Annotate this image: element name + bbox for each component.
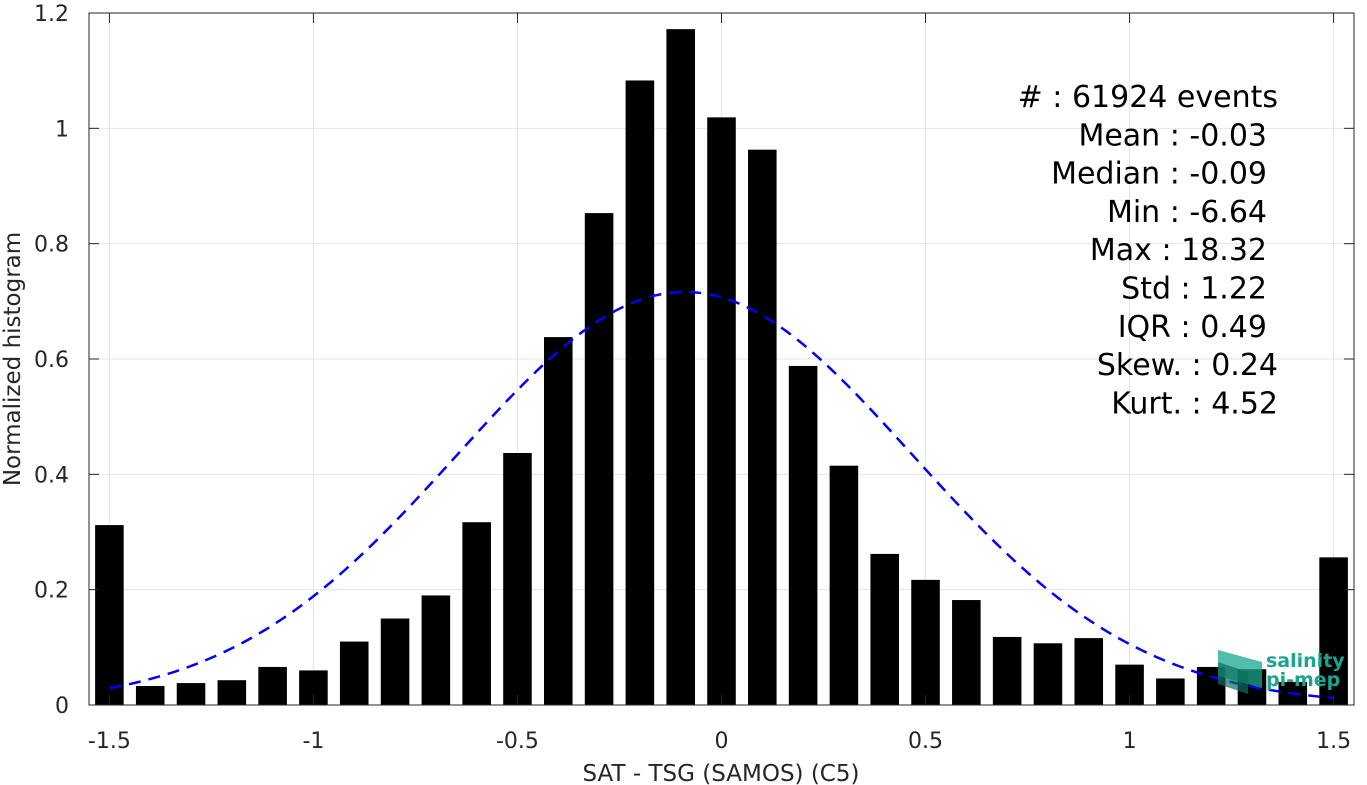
histogram-bar-13 xyxy=(625,80,655,706)
histogram-bar-12 xyxy=(584,213,614,705)
stat-line-2: Median : -0.09 xyxy=(1051,157,1267,192)
histogram-bar-22 xyxy=(992,636,1022,705)
histogram-bar-19 xyxy=(870,553,900,705)
x-tick-label: -0.5 xyxy=(496,729,539,754)
logo-mark-icon-front xyxy=(1218,662,1248,694)
histogram-bar-6 xyxy=(339,641,369,705)
stat-line-8: Kurt. : 4.52 xyxy=(1111,386,1278,421)
gaussian-fit-curve xyxy=(109,290,1334,700)
y-axis-ticks: 0 0.2 0.4 0.6 0.8 1 1.2 xyxy=(34,2,1354,719)
histogram-bar-21 xyxy=(952,600,981,705)
y-tick-label: 0 xyxy=(55,694,69,719)
histogram-bar-0 xyxy=(95,525,124,705)
x-tick-label: 0 xyxy=(715,729,729,754)
stat-line-4: Max : 18.32 xyxy=(1090,233,1267,268)
histogram-bar-20 xyxy=(911,579,940,705)
x-tick-label: -1 xyxy=(302,729,324,754)
y-tick-label: 0.6 xyxy=(34,348,69,373)
x-tick-label: -1.5 xyxy=(88,729,131,754)
histogram-bar-23 xyxy=(1033,643,1063,705)
histogram-bar-11 xyxy=(543,337,573,705)
histogram-bar-26 xyxy=(1156,678,1185,705)
histogram-bar-1 xyxy=(135,685,165,705)
histogram-bar-2 xyxy=(176,683,206,705)
stat-line-3: Min : -6.64 xyxy=(1107,195,1267,230)
histogram-bar-24 xyxy=(1074,638,1104,705)
histogram-bar-10 xyxy=(503,452,532,705)
histogram-bar-4 xyxy=(258,666,287,705)
histogram-bar-30 xyxy=(1319,557,1348,705)
y-axis-label: Normalized histogram xyxy=(0,232,26,486)
x-tick-label: 0.5 xyxy=(908,729,943,754)
histogram-bar-8 xyxy=(421,595,451,705)
stat-line-0: # : 61924 events xyxy=(1018,80,1278,115)
logo-line2: pi-mep xyxy=(1266,669,1340,691)
histogram-bar-16 xyxy=(748,149,777,706)
x-axis-label: SAT - TSG (SAMOS) (C5) xyxy=(583,761,860,785)
logo-line1: salinity xyxy=(1266,650,1345,672)
y-tick-label: 1 xyxy=(55,117,69,142)
salinity-pi-mep-logo: salinity pi-mep xyxy=(1218,650,1345,694)
histogram-bars xyxy=(95,29,1348,706)
y-tick-label: 1.2 xyxy=(34,2,69,27)
stat-line-6: IQR : 0.49 xyxy=(1118,310,1267,345)
x-axis-ticks: -1.5 -1 -0.5 0 0.5 1 1.5 xyxy=(88,13,1351,754)
stat-line-5: Std : 1.22 xyxy=(1121,272,1267,307)
histogram-bar-15 xyxy=(707,117,736,706)
histogram-bar-17 xyxy=(788,365,818,705)
histogram-bar-14 xyxy=(666,29,695,705)
x-tick-label: 1.5 xyxy=(1316,729,1351,754)
histogram-bar-3 xyxy=(217,680,247,705)
stat-line-7: Skew. : 0.24 xyxy=(1097,348,1278,383)
x-tick-label: 1 xyxy=(1123,729,1137,754)
histogram-bar-7 xyxy=(380,618,410,705)
y-tick-label: 0.4 xyxy=(34,463,69,488)
histogram-bar-18 xyxy=(829,465,859,705)
stat-line-1: Mean : -0.03 xyxy=(1078,118,1267,153)
y-tick-label: 0.8 xyxy=(34,233,69,258)
y-tick-label: 0.2 xyxy=(34,579,69,604)
histogram-bar-9 xyxy=(462,522,491,705)
